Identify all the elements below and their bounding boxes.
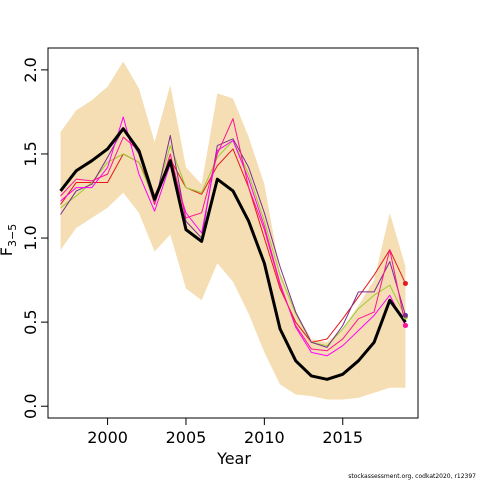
series-line	[60, 148, 406, 343]
endpoint-dot	[402, 323, 408, 328]
y-tick-label: 0.0	[21, 394, 40, 419]
footer: stockassessment.org, codkat2020, r12397	[348, 473, 476, 480]
confidence-band	[60, 61, 406, 400]
series-line	[60, 128, 406, 348]
x-tick-label: 2015	[322, 428, 363, 447]
plot-frame	[47, 47, 419, 419]
x-tick-label: 2005	[166, 428, 207, 447]
y-axis-label: F3−5	[0, 224, 19, 256]
endpoint-dot	[402, 280, 408, 286]
x-axis-label: Year	[216, 449, 251, 468]
endpoint-dot	[402, 312, 408, 318]
y-tick-label: 1.0	[21, 225, 40, 250]
y-axis-label-main: F	[0, 247, 16, 256]
series-line	[59, 127, 407, 381]
x-tick-label: 2000	[87, 428, 128, 447]
y-tick-label: 2.0	[21, 57, 40, 82]
y-tick-label: 1.5	[21, 141, 40, 166]
y-tick-label: 0.5	[21, 309, 40, 334]
series-line	[60, 118, 406, 352]
y-axis-label-sub: 3−5	[6, 224, 19, 247]
x-tick-label: 2010	[244, 428, 285, 447]
